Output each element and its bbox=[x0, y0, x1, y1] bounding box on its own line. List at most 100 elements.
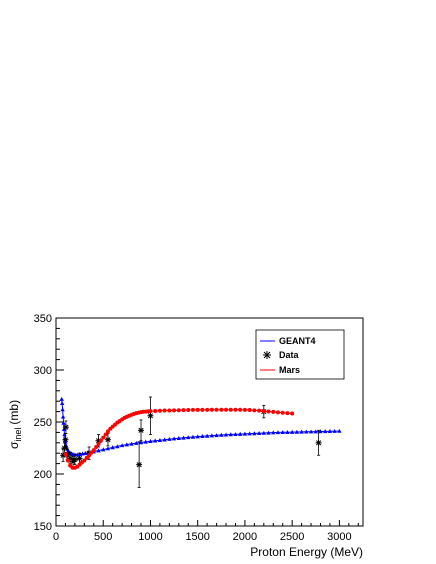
data-point bbox=[181, 435, 186, 440]
y-axis: 150 200 250 300 350 bbox=[34, 313, 64, 533]
x-axis: 0 500 1000 1500 2000 2500 3000 bbox=[53, 520, 359, 543]
x-tick-label: 1500 bbox=[185, 531, 209, 543]
data-point bbox=[143, 439, 148, 444]
x-tick-label: 2500 bbox=[280, 531, 304, 543]
data-point bbox=[280, 430, 285, 435]
y-tick-label: 300 bbox=[34, 365, 52, 377]
data-point bbox=[94, 444, 99, 449]
data-point bbox=[60, 407, 65, 412]
data-point bbox=[238, 407, 243, 412]
data-point bbox=[136, 441, 143, 488]
data-point bbox=[209, 407, 214, 412]
series-layer bbox=[59, 396, 342, 488]
data-point bbox=[98, 438, 103, 443]
data-point bbox=[299, 429, 304, 434]
data-point bbox=[252, 408, 257, 413]
data-point bbox=[62, 420, 69, 434]
data-point bbox=[157, 438, 163, 442]
x-tick-label: 0 bbox=[53, 531, 59, 543]
data-point bbox=[96, 441, 101, 446]
data-point bbox=[129, 441, 134, 446]
y-axis-title: σinel (mb) bbox=[7, 400, 23, 449]
data-point bbox=[242, 431, 248, 436]
data-point bbox=[228, 407, 233, 412]
data-point bbox=[290, 411, 295, 416]
data-point bbox=[138, 419, 145, 442]
data-point bbox=[152, 438, 158, 443]
data-point bbox=[59, 396, 64, 401]
data-point bbox=[63, 452, 68, 457]
data-point bbox=[209, 433, 215, 438]
star-stroke bbox=[136, 462, 142, 468]
data-point bbox=[119, 443, 125, 448]
x-axis-title: Proton Energy (MeV) bbox=[250, 545, 363, 559]
star-stroke bbox=[62, 437, 68, 443]
data-point bbox=[261, 409, 266, 414]
star-stroke bbox=[77, 455, 83, 461]
data-point bbox=[256, 431, 262, 435]
data-point bbox=[176, 436, 181, 440]
star-stroke bbox=[316, 440, 322, 446]
data-point bbox=[190, 434, 196, 439]
data-point bbox=[101, 447, 106, 452]
y-axis-title-unit: (mb) bbox=[7, 400, 21, 425]
data-point bbox=[162, 408, 167, 413]
svg-text:σinel(mb): σinel (mb) bbox=[7, 400, 23, 449]
data-point bbox=[271, 409, 276, 414]
data-point bbox=[82, 458, 87, 463]
data-point bbox=[266, 409, 271, 414]
data-point bbox=[84, 455, 89, 460]
data-point bbox=[233, 407, 238, 412]
data-point bbox=[318, 429, 323, 434]
x-tick-label: 500 bbox=[94, 531, 112, 543]
data-point bbox=[271, 430, 276, 435]
data-point bbox=[105, 429, 110, 434]
data-point bbox=[115, 444, 120, 449]
data-point bbox=[172, 408, 177, 413]
star-stroke bbox=[147, 413, 154, 419]
star-stroke bbox=[72, 456, 78, 462]
data-point bbox=[195, 434, 200, 439]
data-point bbox=[153, 408, 158, 413]
data-point bbox=[280, 410, 285, 415]
data-point bbox=[313, 429, 318, 434]
data-point bbox=[181, 408, 186, 413]
star-stroke bbox=[105, 437, 111, 443]
data-point bbox=[228, 432, 233, 437]
data-point bbox=[157, 408, 162, 413]
star-stroke bbox=[61, 445, 68, 451]
data-point bbox=[266, 430, 271, 435]
data-point bbox=[147, 396, 154, 435]
data-point bbox=[186, 408, 191, 413]
data-point bbox=[275, 410, 280, 415]
data-point bbox=[195, 407, 200, 412]
data-point bbox=[167, 408, 172, 413]
data-point bbox=[252, 431, 257, 436]
data-point bbox=[219, 407, 224, 412]
series-data bbox=[60, 396, 322, 488]
x-tick-label: 3000 bbox=[327, 531, 351, 543]
data-point bbox=[289, 429, 295, 434]
data-point bbox=[148, 439, 153, 443]
data-point bbox=[223, 432, 229, 437]
x-tick-label: 1000 bbox=[138, 531, 162, 543]
data-point bbox=[186, 435, 191, 440]
data-point bbox=[200, 407, 205, 412]
data-point bbox=[304, 429, 309, 434]
data-point bbox=[200, 434, 205, 439]
data-point bbox=[323, 429, 328, 434]
data-point bbox=[103, 432, 108, 437]
data-point bbox=[176, 408, 181, 413]
y-tick-label: 250 bbox=[34, 417, 52, 429]
data-point bbox=[124, 442, 130, 447]
data-point bbox=[327, 429, 333, 434]
data-point bbox=[148, 409, 153, 414]
y-tick-label: 150 bbox=[34, 521, 52, 533]
data-point bbox=[275, 430, 281, 435]
data-point bbox=[294, 429, 300, 434]
y-tick-label: 200 bbox=[34, 469, 52, 481]
data-point bbox=[167, 436, 172, 441]
data-point bbox=[214, 433, 219, 438]
data-point bbox=[134, 440, 139, 445]
